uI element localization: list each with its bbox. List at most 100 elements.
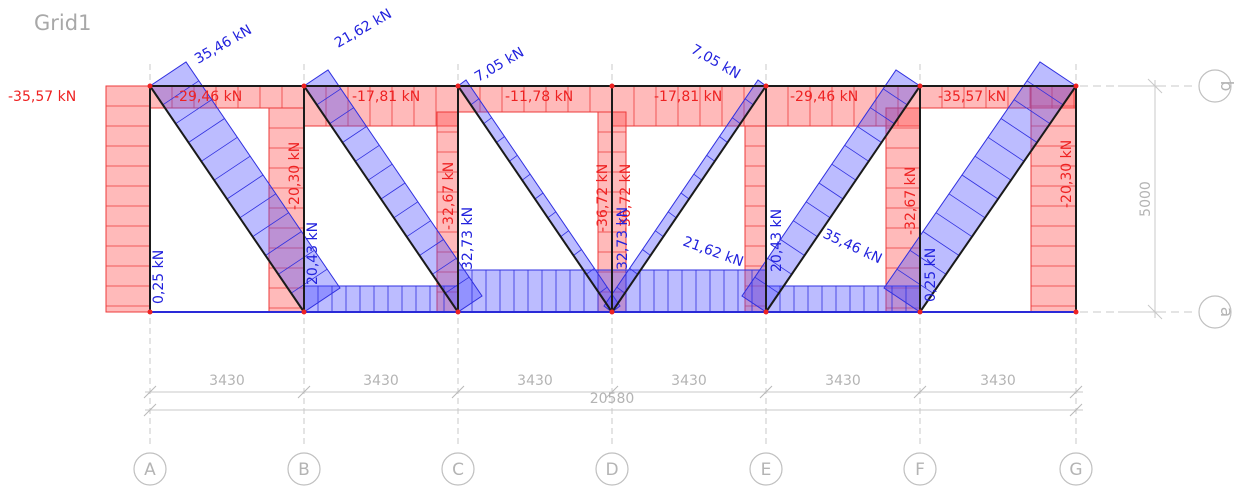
blue-hatch-d-4 xyxy=(870,107,895,124)
blue-hatch-d-4 xyxy=(844,145,869,162)
blue-hatch-d-2 xyxy=(586,268,595,275)
blue-hatch-d-2 xyxy=(547,211,557,219)
node-top-1 xyxy=(301,83,307,89)
blue-hatch-d-4 xyxy=(882,88,908,106)
grid-column-bubble-g[interactable]: G xyxy=(1059,452,1093,486)
span-dimension-labels: 3430 3430 3430 3430 3430 3430 xyxy=(209,373,1016,389)
grid-column-bubble-c[interactable]: C xyxy=(441,452,475,486)
node-top-2 xyxy=(455,83,461,89)
force-label-vertical-b-blue: 20,43 kN xyxy=(305,222,321,285)
grid-column-bubble-d[interactable]: D xyxy=(595,452,629,486)
blue-hatch-d-4 xyxy=(818,182,844,200)
blue-hatch-d-1 xyxy=(380,182,406,200)
blue-hatch-d-2 xyxy=(560,230,569,237)
blue-hatch-d-0 xyxy=(175,99,212,124)
diagonal-a-b xyxy=(149,85,305,313)
blue-hatch-d-2 xyxy=(598,286,608,294)
dim-tick-span-5 xyxy=(913,385,927,399)
blue-hatch-d-5 xyxy=(896,268,934,294)
blue-hatch-d-2 xyxy=(483,117,492,124)
dim-tick-span-4 xyxy=(759,385,773,399)
grid-row-bubble-a[interactable]: a xyxy=(1198,295,1236,329)
blue-hatch-d-4 xyxy=(767,258,792,275)
blue-hatch-d-5 xyxy=(1026,80,1064,106)
blue-hatch-d-3 xyxy=(706,155,715,162)
blue-hatch-d-1 xyxy=(367,163,393,181)
force-label-diagonal-ef: 35,46 kN xyxy=(820,226,884,267)
blue-hatch-d-1 xyxy=(329,107,354,124)
dim-tick-span-3 xyxy=(605,385,619,399)
vertical-band-g xyxy=(1030,85,1077,313)
grid-column-label-b: B xyxy=(298,460,310,480)
force-label-vertical-g-red: -20,30 kN xyxy=(1059,140,1075,208)
blue-hatch-d-3 xyxy=(616,286,626,294)
grid-row-bubble-b[interactable]: b xyxy=(1198,69,1236,103)
span-label-3: 3430 xyxy=(671,373,707,389)
blue-hatch-d-3 xyxy=(655,230,664,237)
blue-hatch-d-5 xyxy=(909,250,947,275)
grid-column-bubble-b[interactable]: B xyxy=(287,452,321,486)
blue-hatch-d-2 xyxy=(509,155,518,162)
blue-hatch-d-3 xyxy=(744,98,754,106)
dim-tick-span-0 xyxy=(143,385,157,399)
blue-hatch-d-1 xyxy=(316,88,342,106)
blue-hatch-d-4 xyxy=(857,126,882,143)
dim-tick-total-1 xyxy=(1069,403,1083,417)
blue-hatch-d-3 xyxy=(719,136,728,143)
diagonal-c-d xyxy=(457,85,613,313)
total-dimension-label: 20580 xyxy=(590,391,635,407)
grid-column-circle-1 xyxy=(287,452,321,486)
blue-hatch-d-0 xyxy=(162,80,200,106)
force-label-top-fg: -35,57 kN xyxy=(938,89,1006,105)
force-label-top-bc: -17,81 kN xyxy=(352,89,420,105)
blue-hatch-d-0 xyxy=(239,193,277,219)
node-bottom-6 xyxy=(1073,309,1079,315)
grid-row-label-a: a xyxy=(1216,307,1236,317)
blue-hatch-d-1 xyxy=(342,126,367,143)
grid-column-bubble-f[interactable]: F xyxy=(903,452,937,486)
blue-hatch-d-1 xyxy=(406,220,431,237)
grid-column-label-f: F xyxy=(915,460,925,480)
blue-hatch-d-3 xyxy=(667,211,677,219)
blue-hatch-d-4 xyxy=(805,201,831,219)
vertical-band-f xyxy=(885,107,921,313)
truss-nodes xyxy=(147,83,1079,315)
grid-column-lines xyxy=(149,64,1077,448)
blue-hatch-d-5 xyxy=(974,155,1012,181)
span-label-4: 3430 xyxy=(825,373,861,389)
grid-column-bubble-e[interactable]: E xyxy=(749,452,783,486)
force-label-diagonal-ab: 35,46 kN xyxy=(192,22,255,67)
dimension-ticks xyxy=(143,385,1083,417)
blue-hatch-d-2 xyxy=(573,249,582,256)
node-bottom-1 xyxy=(301,309,307,315)
node-top-3 xyxy=(609,83,615,89)
blue-hatch-d-0 xyxy=(265,231,302,256)
grid-row-label-b: b xyxy=(1216,81,1236,92)
grid-column-circle-6 xyxy=(1059,452,1093,486)
blue-hatch-d-1 xyxy=(419,239,444,256)
blue-hatch-d-2 xyxy=(470,98,480,106)
span-label-5: 3430 xyxy=(980,373,1016,389)
blue-hatch-d-4 xyxy=(831,163,857,181)
blue-hatch-d-0 xyxy=(188,118,225,143)
node-bottom-2 xyxy=(455,309,461,315)
blue-hatch-d-5 xyxy=(935,212,973,237)
bottom-chord-band-de xyxy=(611,269,767,313)
grid-column-label-g: G xyxy=(1069,460,1082,480)
grid-column-circle-0 xyxy=(133,452,167,486)
grid-column-circle-3 xyxy=(595,452,629,486)
grid-column-bubble-a[interactable]: A xyxy=(133,452,167,486)
force-label-vertical-d-red-right: -36,72 kN xyxy=(618,164,634,232)
grid-column-label-c: C xyxy=(452,460,464,480)
blue-hatch-d-0 xyxy=(278,250,315,275)
force-label-vertical-c-blue: 32,73 kN xyxy=(460,207,476,270)
force-label-top-ab: -29,46 kN xyxy=(174,89,242,105)
dim-tick-span-1 xyxy=(297,385,311,399)
blue-hatch-d-5 xyxy=(948,193,986,219)
dim-tick-total-0 xyxy=(143,403,157,417)
force-label-vertical-d-blue: 32,73 kN xyxy=(615,207,631,270)
dim-tick-span-6 xyxy=(1069,385,1083,399)
force-label-top-ef: -29,46 kN xyxy=(790,89,858,105)
top-chord-labels: -35,57 kN -29,46 kN -17,81 kN -11,78 kN … xyxy=(8,89,1006,105)
force-label-diagonal-bc: 21,62 kN xyxy=(332,6,395,51)
